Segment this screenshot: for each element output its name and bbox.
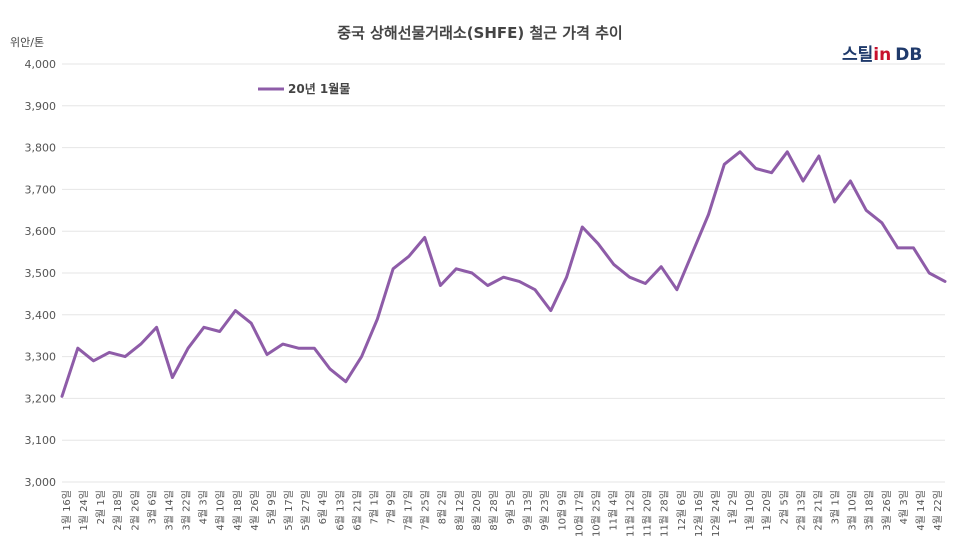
watermark-part-a: 스틸 <box>842 44 873 65</box>
x-tick-label: 4월 14일 <box>915 490 927 531</box>
x-tick-label: 1월 16일 <box>61 490 73 531</box>
y-tick-label: 3,500 <box>25 267 57 280</box>
x-tick-label: 9월 23일 <box>539 490 551 531</box>
x-tick-label: 4월 3일 <box>198 490 210 524</box>
x-tick-label: 8월 2일 <box>437 490 449 524</box>
series-layer <box>60 150 947 398</box>
x-tick-label: 4월 10일 <box>215 490 227 531</box>
x-tick-label: 2월 5일 <box>778 490 790 524</box>
x-tick-label: 5월 27일 <box>300 490 312 531</box>
legend: 20년 1월물 <box>258 81 350 96</box>
x-tick-label: 8월 20일 <box>471 490 483 531</box>
chart-title: 중국 상해선물거래소(SHFE) 철근 가격 추이 <box>337 24 622 42</box>
x-tick-label: 9월 13일 <box>522 490 534 531</box>
x-tick-label: 7월 1일 <box>368 490 380 524</box>
x-tick-label: 2월 21일 <box>812 490 824 531</box>
x-tick-label: 3월 18일 <box>864 490 876 531</box>
y-tick-label: 3,300 <box>25 351 57 364</box>
x-tick-label: 4월 3일 <box>898 490 910 524</box>
x-tick-label: 11월 28일 <box>659 490 671 537</box>
legend-label-0: 20년 1월물 <box>288 81 350 96</box>
x-tick-label: 3월 26일 <box>881 490 893 531</box>
x-axis-ticks: 1월 16일 1월 24일 2월 1일 2월 18일 2월 26일 3월 6일 3월 14일… <box>61 490 944 537</box>
x-tick-label: 10월 17일 <box>573 490 585 537</box>
x-tick-label: 12월 16일 <box>693 490 705 537</box>
y-tick-label: 3,200 <box>25 392 57 405</box>
x-tick-label: 5월 9일 <box>266 490 278 524</box>
x-tick-label: 4월 26일 <box>249 490 261 531</box>
y-tick-label: 3,600 <box>25 225 57 238</box>
x-tick-label: 3월 1일 <box>830 490 842 524</box>
y-axis-ticks: 3,000 3,100 3,200 3,300 3,400 3,500 3,600 3,700… <box>25 58 57 489</box>
x-tick-label: 8월 12일 <box>454 490 466 531</box>
x-tick-label: 10월 25일 <box>590 490 602 537</box>
x-tick-label: 6월 21일 <box>351 490 363 531</box>
x-tick-label: 9월 5일 <box>505 490 517 524</box>
x-tick-label: 3월 22일 <box>181 490 193 531</box>
x-tick-label: 12월 24일 <box>710 490 722 537</box>
x-tick-label: 11월 12일 <box>625 490 637 537</box>
x-tick-label: 1월 10일 <box>744 490 756 531</box>
x-tick-label: 2월 26일 <box>129 490 141 531</box>
y-tick-label: 3,800 <box>25 142 57 155</box>
series-line-0 <box>60 150 947 398</box>
x-tick-label: 6월 4일 <box>317 490 329 524</box>
y-tick-label: 3,100 <box>25 434 57 447</box>
y-axis-unit: 위안/톤 <box>10 36 44 49</box>
x-tick-label: 11월 4일 <box>608 490 620 531</box>
x-tick-label: 7월 17일 <box>403 490 415 531</box>
x-tick-label: 11월 20일 <box>642 490 654 537</box>
x-tick-label: 1월 20일 <box>761 490 773 531</box>
x-tick-label: 3월 10일 <box>847 490 859 531</box>
x-tick-label: 4월 18일 <box>232 490 244 531</box>
watermark-part-b: in <box>873 45 891 65</box>
x-tick-label: 8월 28일 <box>488 490 500 531</box>
watermark-logo: 스틸in DB <box>842 44 922 65</box>
x-tick-label: 2월 13일 <box>795 490 807 531</box>
x-tick-label: 4월 22일 <box>932 490 944 531</box>
x-tick-label: 5월 17일 <box>283 490 295 531</box>
x-tick-label: 7월 9일 <box>385 490 397 524</box>
x-tick-label: 3월 14일 <box>163 490 175 531</box>
x-tick-label: 12월 6일 <box>676 490 688 531</box>
x-tick-label: 1월 24일 <box>78 490 90 531</box>
x-tick-label: 3월 6일 <box>146 490 158 524</box>
y-tick-label: 4,000 <box>25 58 57 71</box>
watermark-part-c: DB <box>895 45 922 65</box>
y-tick-label: 3,700 <box>25 183 57 196</box>
x-tick-label: 1월 2일 <box>727 490 739 524</box>
x-tick-label: 2월 1일 <box>95 490 107 524</box>
x-tick-label: 2월 18일 <box>112 490 124 531</box>
gridlines <box>62 63 945 483</box>
x-tick-label: 10월 9일 <box>556 490 568 531</box>
y-tick-label: 3,000 <box>25 476 57 489</box>
x-tick-label: 7월 25일 <box>420 490 432 531</box>
x-tick-label: 6월 13일 <box>334 490 346 531</box>
y-tick-label: 3,400 <box>25 309 57 322</box>
y-tick-label: 3,900 <box>25 100 57 113</box>
